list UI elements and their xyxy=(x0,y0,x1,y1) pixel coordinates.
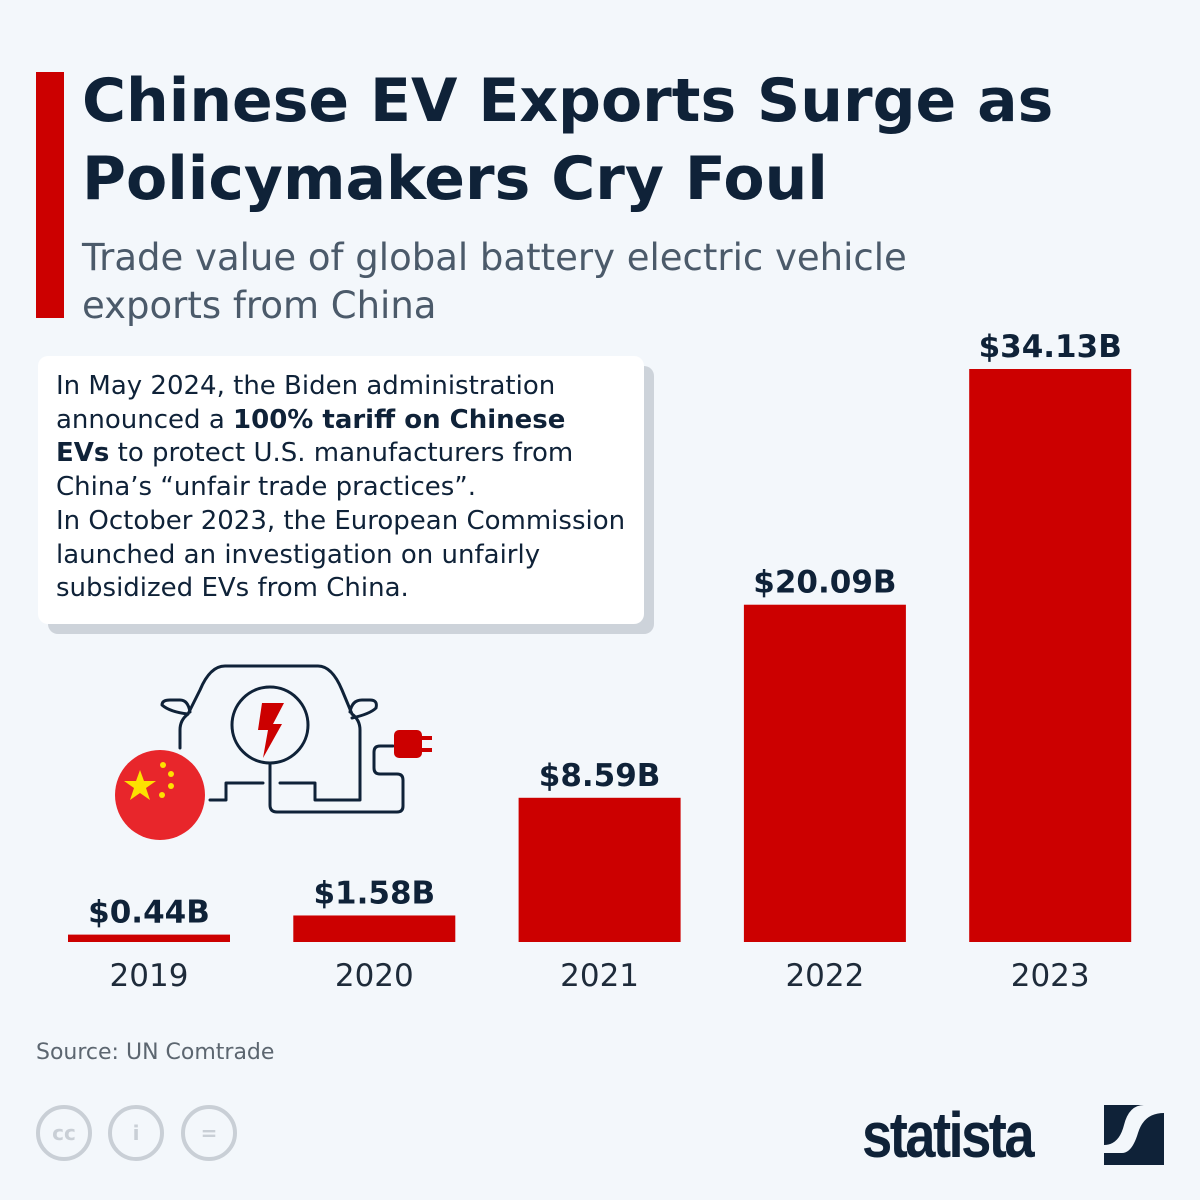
data-label: $34.13B xyxy=(979,329,1122,365)
attribution-icon[interactable]: i xyxy=(108,1105,164,1161)
note-bold: 100% tariff on Chinese EVs xyxy=(56,404,566,469)
note-text: In October 2023, the European Commission… xyxy=(56,505,626,604)
no-derivatives-icon[interactable]: = xyxy=(181,1105,237,1161)
x-tick-label: 2020 xyxy=(335,958,414,994)
bar-2023 xyxy=(969,369,1132,942)
chart-title: Chinese EV Exports Surge as Policymakers… xyxy=(82,66,1054,214)
bar-2020 xyxy=(293,915,456,942)
note-text: In May 2024, the Biden administration an… xyxy=(56,371,556,435)
data-label: $20.09B xyxy=(753,565,896,601)
x-tick-label: 2019 xyxy=(110,958,189,994)
bar-chart: $0.44B 2019 $1.58B 2020 $8.59B 2021 $20.09B 202… xyxy=(68,329,1132,994)
electric-car-icon xyxy=(115,664,432,840)
annotation-box: In May 2024, the Biden administration an… xyxy=(38,356,644,624)
bar-2021 xyxy=(518,797,681,942)
x-tick-label: 2023 xyxy=(1011,958,1090,994)
x-tick-label: 2021 xyxy=(560,958,639,994)
data-label: $1.58B xyxy=(313,875,435,911)
note-text: to protect U.S. manufacturers from China… xyxy=(56,438,574,503)
statista-logo-mark-icon xyxy=(1104,1105,1164,1165)
data-label: $8.59B xyxy=(539,758,661,794)
chart-subtitle: Trade value of global battery electric v… xyxy=(82,236,907,327)
source-note: Source: UN Comtrade xyxy=(36,1040,275,1065)
x-tick-label: 2022 xyxy=(785,958,864,994)
creative-commons-icon[interactable]: cc xyxy=(36,1105,92,1161)
bar-2019 xyxy=(68,934,230,942)
data-label: $0.44B xyxy=(88,895,210,931)
statista-logo[interactable]: statista xyxy=(862,1099,1035,1171)
bar-2022 xyxy=(743,604,906,942)
title-accent-bar xyxy=(36,72,64,318)
